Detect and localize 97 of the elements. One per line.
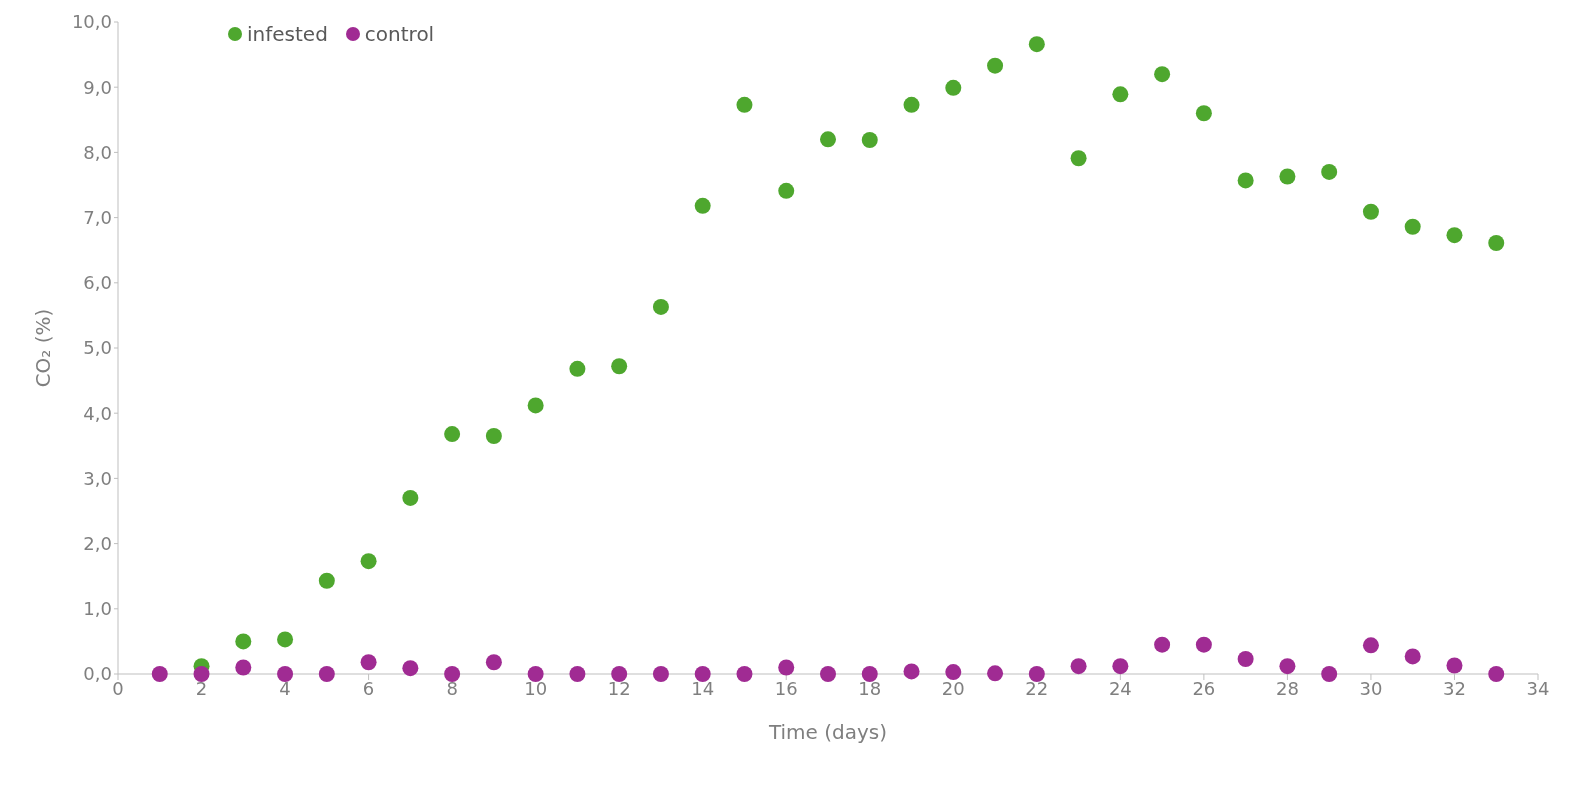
x-tick-label: 22 — [1025, 677, 1049, 699]
point — [360, 654, 377, 671]
x-tick-label: 28 — [1275, 677, 1299, 699]
point — [1488, 235, 1505, 252]
point — [569, 666, 586, 682]
x-tick-label: 18 — [858, 677, 882, 699]
point — [694, 666, 711, 682]
point — [1488, 666, 1505, 682]
point — [1446, 227, 1463, 244]
point — [1028, 36, 1045, 53]
point — [527, 666, 544, 682]
y-tick-label: 1,0 — [83, 598, 112, 620]
x-tick-label: 14 — [691, 677, 715, 699]
point — [277, 631, 294, 648]
point — [193, 666, 210, 682]
point — [1195, 636, 1212, 653]
point — [1404, 648, 1421, 665]
point — [611, 666, 628, 682]
point — [820, 666, 836, 682]
point — [736, 666, 753, 682]
point — [235, 659, 252, 676]
point — [1362, 637, 1379, 654]
point — [318, 572, 335, 589]
point — [778, 182, 795, 199]
point — [1237, 651, 1254, 667]
point — [1321, 666, 1338, 682]
point — [1070, 658, 1087, 675]
point — [235, 633, 252, 650]
point — [569, 360, 586, 377]
point — [987, 665, 1004, 682]
point — [277, 666, 294, 682]
y-axis-title: CO₂ (%) — [31, 308, 56, 388]
point — [402, 489, 419, 506]
point — [1112, 86, 1129, 103]
point — [1446, 657, 1463, 674]
y-tick-label: 4,0 — [83, 402, 112, 424]
point — [1362, 203, 1379, 220]
x-tick-label: 30 — [1359, 677, 1383, 699]
y-tick-label: 3,0 — [83, 467, 112, 489]
y-tick-label: 8,0 — [83, 141, 112, 163]
point — [1112, 658, 1129, 675]
point — [1070, 150, 1087, 167]
point — [1154, 66, 1171, 83]
point — [778, 659, 795, 676]
x-tick-label: 6 — [362, 677, 375, 699]
point — [485, 654, 502, 671]
x-tick-label: 2 — [195, 677, 208, 699]
x-tick-label: 34 — [1526, 677, 1550, 699]
point — [694, 197, 711, 214]
x-tick-label: 0 — [112, 677, 124, 699]
point — [1195, 105, 1212, 122]
y-tick-label: 6,0 — [83, 272, 112, 294]
point — [652, 666, 669, 682]
x-axis-title: Time (days) — [767, 720, 888, 744]
point — [1154, 636, 1171, 653]
x-tick-label: 20 — [941, 677, 965, 699]
x-tick-label: 10 — [524, 677, 548, 699]
y-tick-label: 0,0 — [83, 663, 112, 685]
point — [1237, 172, 1254, 189]
x-tick-label: 32 — [1443, 677, 1466, 699]
point — [903, 663, 920, 680]
point — [945, 79, 962, 96]
point — [444, 666, 461, 682]
x-tick-label: 26 — [1192, 677, 1216, 699]
point — [1404, 218, 1421, 235]
point — [485, 428, 502, 445]
point — [444, 426, 461, 443]
x-tick-label: 8 — [446, 677, 458, 699]
point — [945, 664, 962, 681]
point — [861, 666, 878, 682]
point — [1321, 163, 1338, 180]
point — [402, 660, 419, 677]
point — [820, 131, 836, 148]
point — [360, 553, 377, 570]
point — [151, 666, 168, 682]
point — [1028, 666, 1045, 682]
y-tick-label: 9,0 — [83, 76, 112, 98]
legend-label: infested — [247, 22, 328, 46]
point — [736, 96, 753, 113]
x-tick-label: 24 — [1108, 677, 1132, 699]
x-tick-label: 4 — [279, 677, 291, 699]
y-tick-label: 2,0 — [83, 532, 112, 554]
legend-label: control — [364, 22, 435, 46]
point — [987, 57, 1004, 74]
point — [1279, 168, 1296, 185]
y-tick-label: 5,0 — [83, 337, 112, 359]
point — [318, 666, 335, 682]
y-tick-label: 10,0 — [71, 11, 112, 33]
x-tick-label: 12 — [607, 677, 631, 699]
x-tick-label: 16 — [774, 677, 798, 699]
point — [611, 358, 628, 375]
point — [903, 96, 920, 113]
y-tick-label: 7,0 — [83, 206, 112, 228]
point — [652, 298, 669, 315]
point — [527, 397, 544, 414]
point — [1279, 658, 1296, 675]
point — [861, 132, 878, 149]
